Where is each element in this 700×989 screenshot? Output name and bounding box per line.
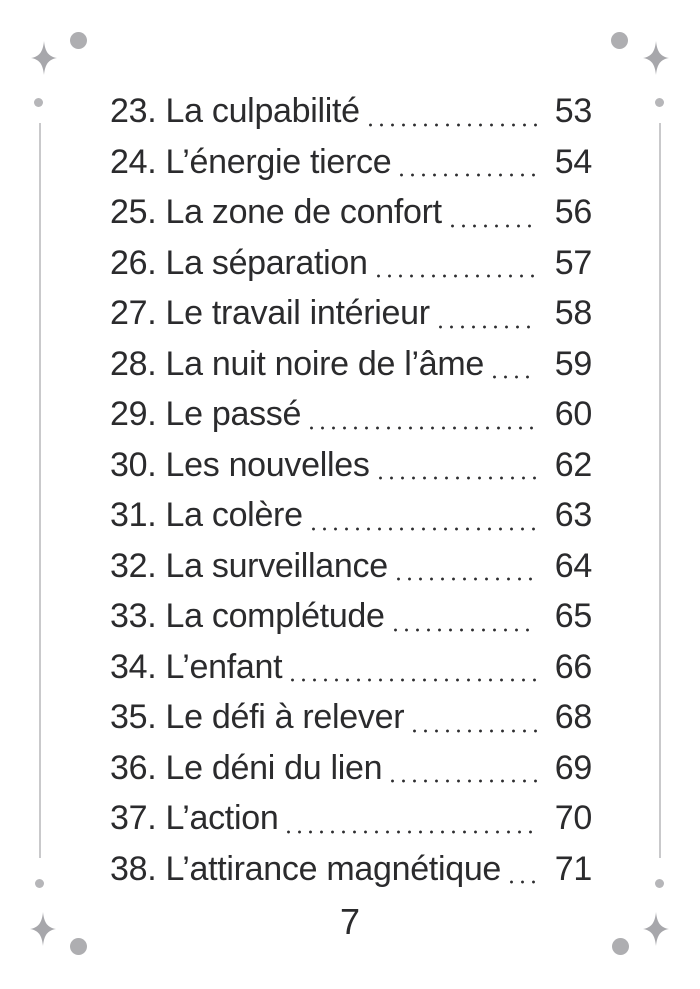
toc-entry: 29. Le passé 60 bbox=[110, 389, 592, 440]
dot-leader-icon bbox=[364, 122, 537, 127]
toc-entry: 27. Le travail intérieur 58 bbox=[110, 288, 592, 339]
toc-entry-page: 59 bbox=[554, 344, 593, 383]
small-dot-icon bbox=[655, 879, 664, 888]
toc-entry-label: 35. Le défi à relever bbox=[110, 698, 405, 736]
toc-entry-page: 64 bbox=[554, 546, 593, 585]
dot-leader-icon bbox=[389, 627, 537, 632]
toc-entry: 24. L’énergie tierce 54 bbox=[110, 137, 592, 188]
toc-entry-page: 57 bbox=[554, 243, 593, 282]
dot-leader-icon bbox=[372, 274, 537, 278]
small-dot-icon bbox=[34, 98, 43, 107]
toc-entry-page: 60 bbox=[554, 395, 593, 433]
dot-leader-icon bbox=[506, 880, 537, 884]
page-number: 7 bbox=[339, 901, 361, 942]
left-rule bbox=[39, 123, 41, 858]
toc-entry-page: 71 bbox=[554, 849, 593, 888]
sparkle-icon bbox=[31, 41, 57, 75]
dot-leader-icon bbox=[374, 476, 537, 480]
large-dot-icon bbox=[612, 938, 629, 955]
toc-entry-page: 70 bbox=[554, 799, 593, 837]
toc-entry: 26. La séparation 57 bbox=[110, 238, 592, 289]
sparkle-icon bbox=[643, 41, 669, 75]
dot-leader-icon bbox=[287, 678, 537, 682]
toc-entry: 38. L’attirance magnétique 71 bbox=[110, 844, 592, 895]
sparkle-icon bbox=[643, 912, 669, 946]
small-dot-icon bbox=[655, 98, 664, 107]
toc-entry-page: 53 bbox=[554, 92, 593, 130]
toc-entry-label: 33. La complétude bbox=[110, 597, 385, 635]
toc-entry-label: 38. L’attirance magnétique bbox=[110, 849, 502, 888]
dot-leader-icon bbox=[434, 324, 537, 329]
toc-entry-page: 56 bbox=[554, 193, 593, 231]
table-of-contents: 23. La culpabilité 53 24. L’énergie tier… bbox=[110, 86, 592, 894]
toc-entry-label: 31. La colère bbox=[110, 496, 303, 534]
toc-entry: 23. La culpabilité 53 bbox=[110, 86, 592, 137]
large-dot-icon bbox=[70, 938, 87, 955]
dot-leader-icon bbox=[489, 375, 537, 379]
toc-entry-label: 23. La culpabilité bbox=[110, 92, 360, 130]
toc-entry-label: 32. La surveillance bbox=[110, 546, 388, 585]
large-dot-icon bbox=[611, 32, 628, 49]
toc-entry-page: 62 bbox=[554, 445, 593, 484]
toc-entry-label: 34. L’enfant bbox=[110, 647, 283, 686]
dot-leader-icon bbox=[396, 173, 537, 177]
toc-entry: 37. L’action 70 bbox=[110, 793, 592, 844]
toc-entry: 36. Le déni du lien 69 bbox=[110, 743, 592, 794]
dot-leader-icon bbox=[387, 779, 537, 783]
toc-entry: 28. La nuit noire de l’âme 59 bbox=[110, 339, 592, 390]
toc-entry: 32. La surveillance 64 bbox=[110, 541, 592, 592]
toc-entry: 25. La zone de confort 56 bbox=[110, 187, 592, 238]
dot-leader-icon bbox=[283, 829, 537, 834]
toc-entry-page: 58 bbox=[554, 294, 593, 332]
toc-entry-label: 25. La zone de confort bbox=[110, 193, 442, 231]
toc-entry: 31. La colère 63 bbox=[110, 490, 592, 541]
dot-leader-icon bbox=[307, 526, 537, 531]
toc-entry-page: 68 bbox=[554, 698, 593, 736]
sparkle-icon bbox=[30, 912, 56, 946]
dot-leader-icon bbox=[392, 577, 537, 581]
toc-entry-page: 65 bbox=[554, 597, 593, 635]
toc-entry-label: 36. Le déni du lien bbox=[110, 748, 383, 787]
dot-leader-icon bbox=[409, 728, 537, 733]
large-dot-icon bbox=[70, 32, 87, 49]
toc-entry-page: 69 bbox=[554, 748, 593, 787]
toc-entry-label: 37. L’action bbox=[110, 799, 279, 837]
toc-entry-label: 27. Le travail intérieur bbox=[110, 294, 430, 332]
toc-entry-page: 54 bbox=[554, 142, 593, 181]
dot-leader-icon bbox=[446, 223, 537, 228]
small-dot-icon bbox=[35, 879, 44, 888]
right-rule bbox=[659, 123, 661, 858]
dot-leader-icon bbox=[306, 425, 537, 430]
toc-entry-label: 30. Les nouvelles bbox=[110, 445, 370, 484]
toc-entry-label: 29. Le passé bbox=[110, 395, 302, 433]
toc-entry: 34. L’enfant 66 bbox=[110, 642, 592, 693]
toc-entry-label: 24. L’énergie tierce bbox=[110, 142, 392, 181]
toc-entry: 30. Les nouvelles 62 bbox=[110, 440, 592, 491]
toc-entry-page: 63 bbox=[554, 496, 593, 534]
toc-entry-page: 66 bbox=[554, 647, 593, 686]
toc-entry-label: 28. La nuit noire de l’âme bbox=[110, 344, 485, 383]
toc-entry: 35. Le défi à relever 68 bbox=[110, 692, 592, 743]
toc-entry-label: 26. La séparation bbox=[110, 243, 368, 282]
toc-entry: 33. La complétude 65 bbox=[110, 591, 592, 642]
